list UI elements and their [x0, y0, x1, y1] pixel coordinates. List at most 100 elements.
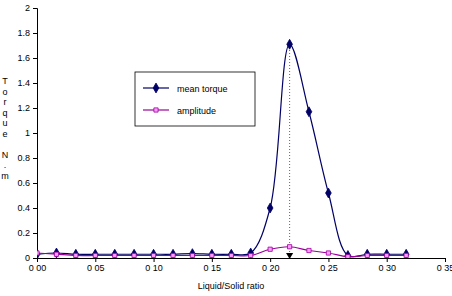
tick-label: 1.8 — [17, 28, 30, 38]
series-line — [37, 44, 406, 257]
point — [404, 253, 408, 257]
point — [74, 253, 78, 257]
tick: 0 10 — [145, 258, 163, 273]
tick-label: 1.4 — [17, 78, 30, 88]
legend-marker — [154, 108, 158, 112]
point — [209, 249, 215, 258]
tick: 0 20 — [262, 258, 280, 273]
tick: 0 — [25, 253, 37, 263]
point — [365, 253, 369, 257]
tick: 0.6 — [17, 178, 37, 188]
point — [210, 253, 214, 257]
tick-label: 0.2 — [17, 228, 30, 238]
point — [326, 251, 330, 255]
legend-box — [135, 72, 255, 126]
point — [151, 249, 157, 258]
tick-mark — [33, 33, 37, 34]
tick-label: 0.8 — [17, 153, 30, 163]
point — [113, 253, 117, 257]
tick-mark — [33, 158, 37, 159]
tick-mark — [270, 258, 271, 262]
legend: mean torque amplitude — [135, 72, 255, 126]
point — [151, 253, 155, 257]
tick: 0 30 — [378, 258, 396, 273]
x-axis: 0 00 0 05 0 10 0 15 0 20 0 25 0 30 0 35 — [29, 258, 452, 273]
point — [131, 249, 137, 258]
tick: 0 05 — [87, 258, 105, 273]
tick: 0 15 — [204, 258, 222, 273]
tick-label: 1.6 — [17, 53, 30, 63]
point — [54, 248, 60, 258]
tick-mark — [33, 8, 37, 9]
tick-mark — [95, 258, 96, 262]
tick-label: 1.2 — [17, 103, 30, 113]
tick: 0 35 — [437, 258, 452, 273]
x-axis-title: Liquid/Solid ratio — [198, 281, 265, 291]
point — [229, 253, 233, 257]
tick-mark — [33, 208, 37, 209]
point — [228, 249, 234, 258]
tick-label: 0 25 — [320, 263, 338, 273]
tick: 0.2 — [17, 228, 37, 238]
reference-line — [289, 44, 290, 258]
point — [249, 253, 253, 257]
point — [190, 253, 194, 257]
tick: 1.8 — [17, 28, 37, 38]
tick-mark — [212, 258, 213, 262]
tick-label: 0 10 — [145, 263, 163, 273]
tick-mark — [33, 233, 37, 234]
point — [170, 249, 176, 258]
tick-label: 0 00 — [29, 263, 47, 273]
point — [171, 253, 175, 257]
tick-label: 0.6 — [17, 178, 30, 188]
axis-line — [33, 9, 38, 259]
point — [385, 253, 389, 257]
point — [248, 248, 254, 258]
point — [112, 249, 118, 258]
tick-mark — [33, 133, 37, 134]
point — [190, 249, 196, 258]
chart: 0 000 050 100 150 200 250 300 3500.20.40… — [0, 0, 452, 296]
legend-label: amplitude — [177, 106, 216, 116]
tick-label: 0 20 — [262, 263, 280, 273]
axis-line — [38, 259, 446, 263]
point — [364, 249, 370, 258]
point — [54, 252, 58, 256]
tick-label: 2 — [25, 3, 30, 13]
tick-mark — [33, 108, 37, 109]
tick: 2 — [25, 3, 37, 13]
plot-area — [37, 39, 409, 258]
legend-marker — [153, 83, 159, 93]
point — [345, 251, 351, 258]
tick: 0 00 — [29, 258, 47, 273]
tick-mark — [33, 258, 37, 259]
series-line — [37, 247, 406, 257]
tick-mark — [33, 183, 37, 184]
tick: 1.4 — [17, 78, 37, 88]
point — [326, 188, 332, 198]
point — [346, 255, 350, 258]
tick-mark — [445, 258, 446, 262]
tick: 0 25 — [320, 258, 338, 273]
point — [403, 249, 409, 258]
point — [132, 253, 136, 257]
point — [287, 245, 291, 249]
tick: 0.8 — [17, 153, 37, 163]
tick: 1 — [25, 128, 37, 138]
tick-mark — [387, 258, 388, 262]
legend-label: mean torque — [177, 84, 228, 94]
tick: 0.4 — [17, 203, 37, 213]
tick-label: 0 05 — [87, 263, 105, 273]
tick-label: 0 35 — [437, 263, 452, 273]
point — [384, 249, 390, 258]
point — [93, 253, 97, 257]
point — [268, 247, 272, 251]
point — [73, 249, 79, 258]
tick: 1.2 — [17, 103, 37, 113]
tick-mark — [328, 258, 329, 262]
tick: 1.6 — [17, 53, 37, 63]
point — [267, 203, 273, 213]
point — [306, 107, 312, 117]
tick-label: 0 30 — [378, 263, 396, 273]
y-axis: 0 0.2 0.4 0.6 0.8 1 1.2 1.4 1.6 1.8 2 — [17, 3, 37, 263]
